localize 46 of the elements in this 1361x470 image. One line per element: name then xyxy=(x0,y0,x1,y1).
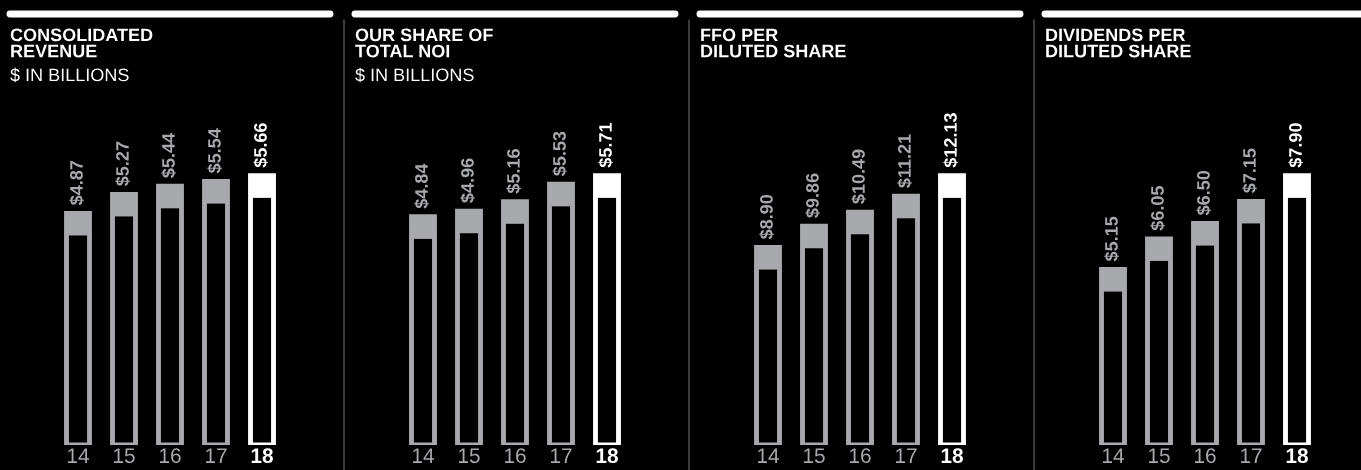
data-label: $11.21 xyxy=(897,134,913,188)
x-tick-label: 17 xyxy=(896,448,917,463)
data-label: $6.05 xyxy=(1150,186,1166,231)
x-tick-label: 18 xyxy=(941,448,963,464)
x-tick-label: 18 xyxy=(596,448,618,464)
data-label: $5.66 xyxy=(253,123,269,168)
x-tick-label: 17 xyxy=(206,448,227,463)
chart-subtitle: $ IN BILLIONS xyxy=(355,67,474,83)
x-tick-label: 16 xyxy=(505,448,526,464)
chart-title: CONSOLIDATED REVENUE xyxy=(10,28,153,58)
data-label: $5.16 xyxy=(506,149,522,194)
data-label: $4.87 xyxy=(69,160,85,206)
data-label: $5.54 xyxy=(207,128,223,174)
x-tick-label: 15 xyxy=(114,448,135,464)
data-label: $12.13 xyxy=(943,113,959,168)
x-tick-label: 14 xyxy=(413,448,434,463)
data-label: $5.53 xyxy=(552,131,568,176)
x-tick-label: 16 xyxy=(160,448,181,464)
data-label: $10.49 xyxy=(851,149,867,204)
data-label: $5.71 xyxy=(598,123,614,168)
data-label: $4.96 xyxy=(460,158,476,203)
x-tick-label: 16 xyxy=(850,448,871,464)
x-tick-label: 14 xyxy=(68,448,89,463)
x-tick-label: 14 xyxy=(1103,448,1124,463)
x-tick-label: 15 xyxy=(1149,448,1170,464)
x-tick-label: 17 xyxy=(551,448,572,463)
data-label: $9.86 xyxy=(805,173,821,218)
data-label: $5.44 xyxy=(161,133,177,178)
data-label: $5.15 xyxy=(1104,216,1120,262)
chart-title: OUR SHARE OF TOTAL NOI xyxy=(355,28,493,58)
x-tick-label: 15 xyxy=(804,448,825,464)
data-label: $7.90 xyxy=(1288,123,1304,168)
x-tick-label: 16 xyxy=(1195,448,1216,464)
data-label: $8.90 xyxy=(759,194,775,240)
x-tick-label: 18 xyxy=(1286,448,1308,464)
x-tick-label: 14 xyxy=(758,448,779,463)
data-label: $5.27 xyxy=(115,141,131,187)
x-tick-label: 15 xyxy=(459,448,480,464)
chart-title: DIVIDENDS PER DILUTED SHARE xyxy=(1046,28,1191,58)
data-label: $7.15 xyxy=(1242,148,1258,194)
x-tick-label: 18 xyxy=(251,448,273,464)
data-label: $4.84 xyxy=(414,163,430,209)
chart-subtitle: $ IN BILLIONS xyxy=(10,67,129,83)
data-label: $6.50 xyxy=(1196,170,1212,216)
chart-title: FFO PER DILUTED SHARE xyxy=(701,28,846,58)
x-tick-label: 17 xyxy=(1241,448,1262,463)
